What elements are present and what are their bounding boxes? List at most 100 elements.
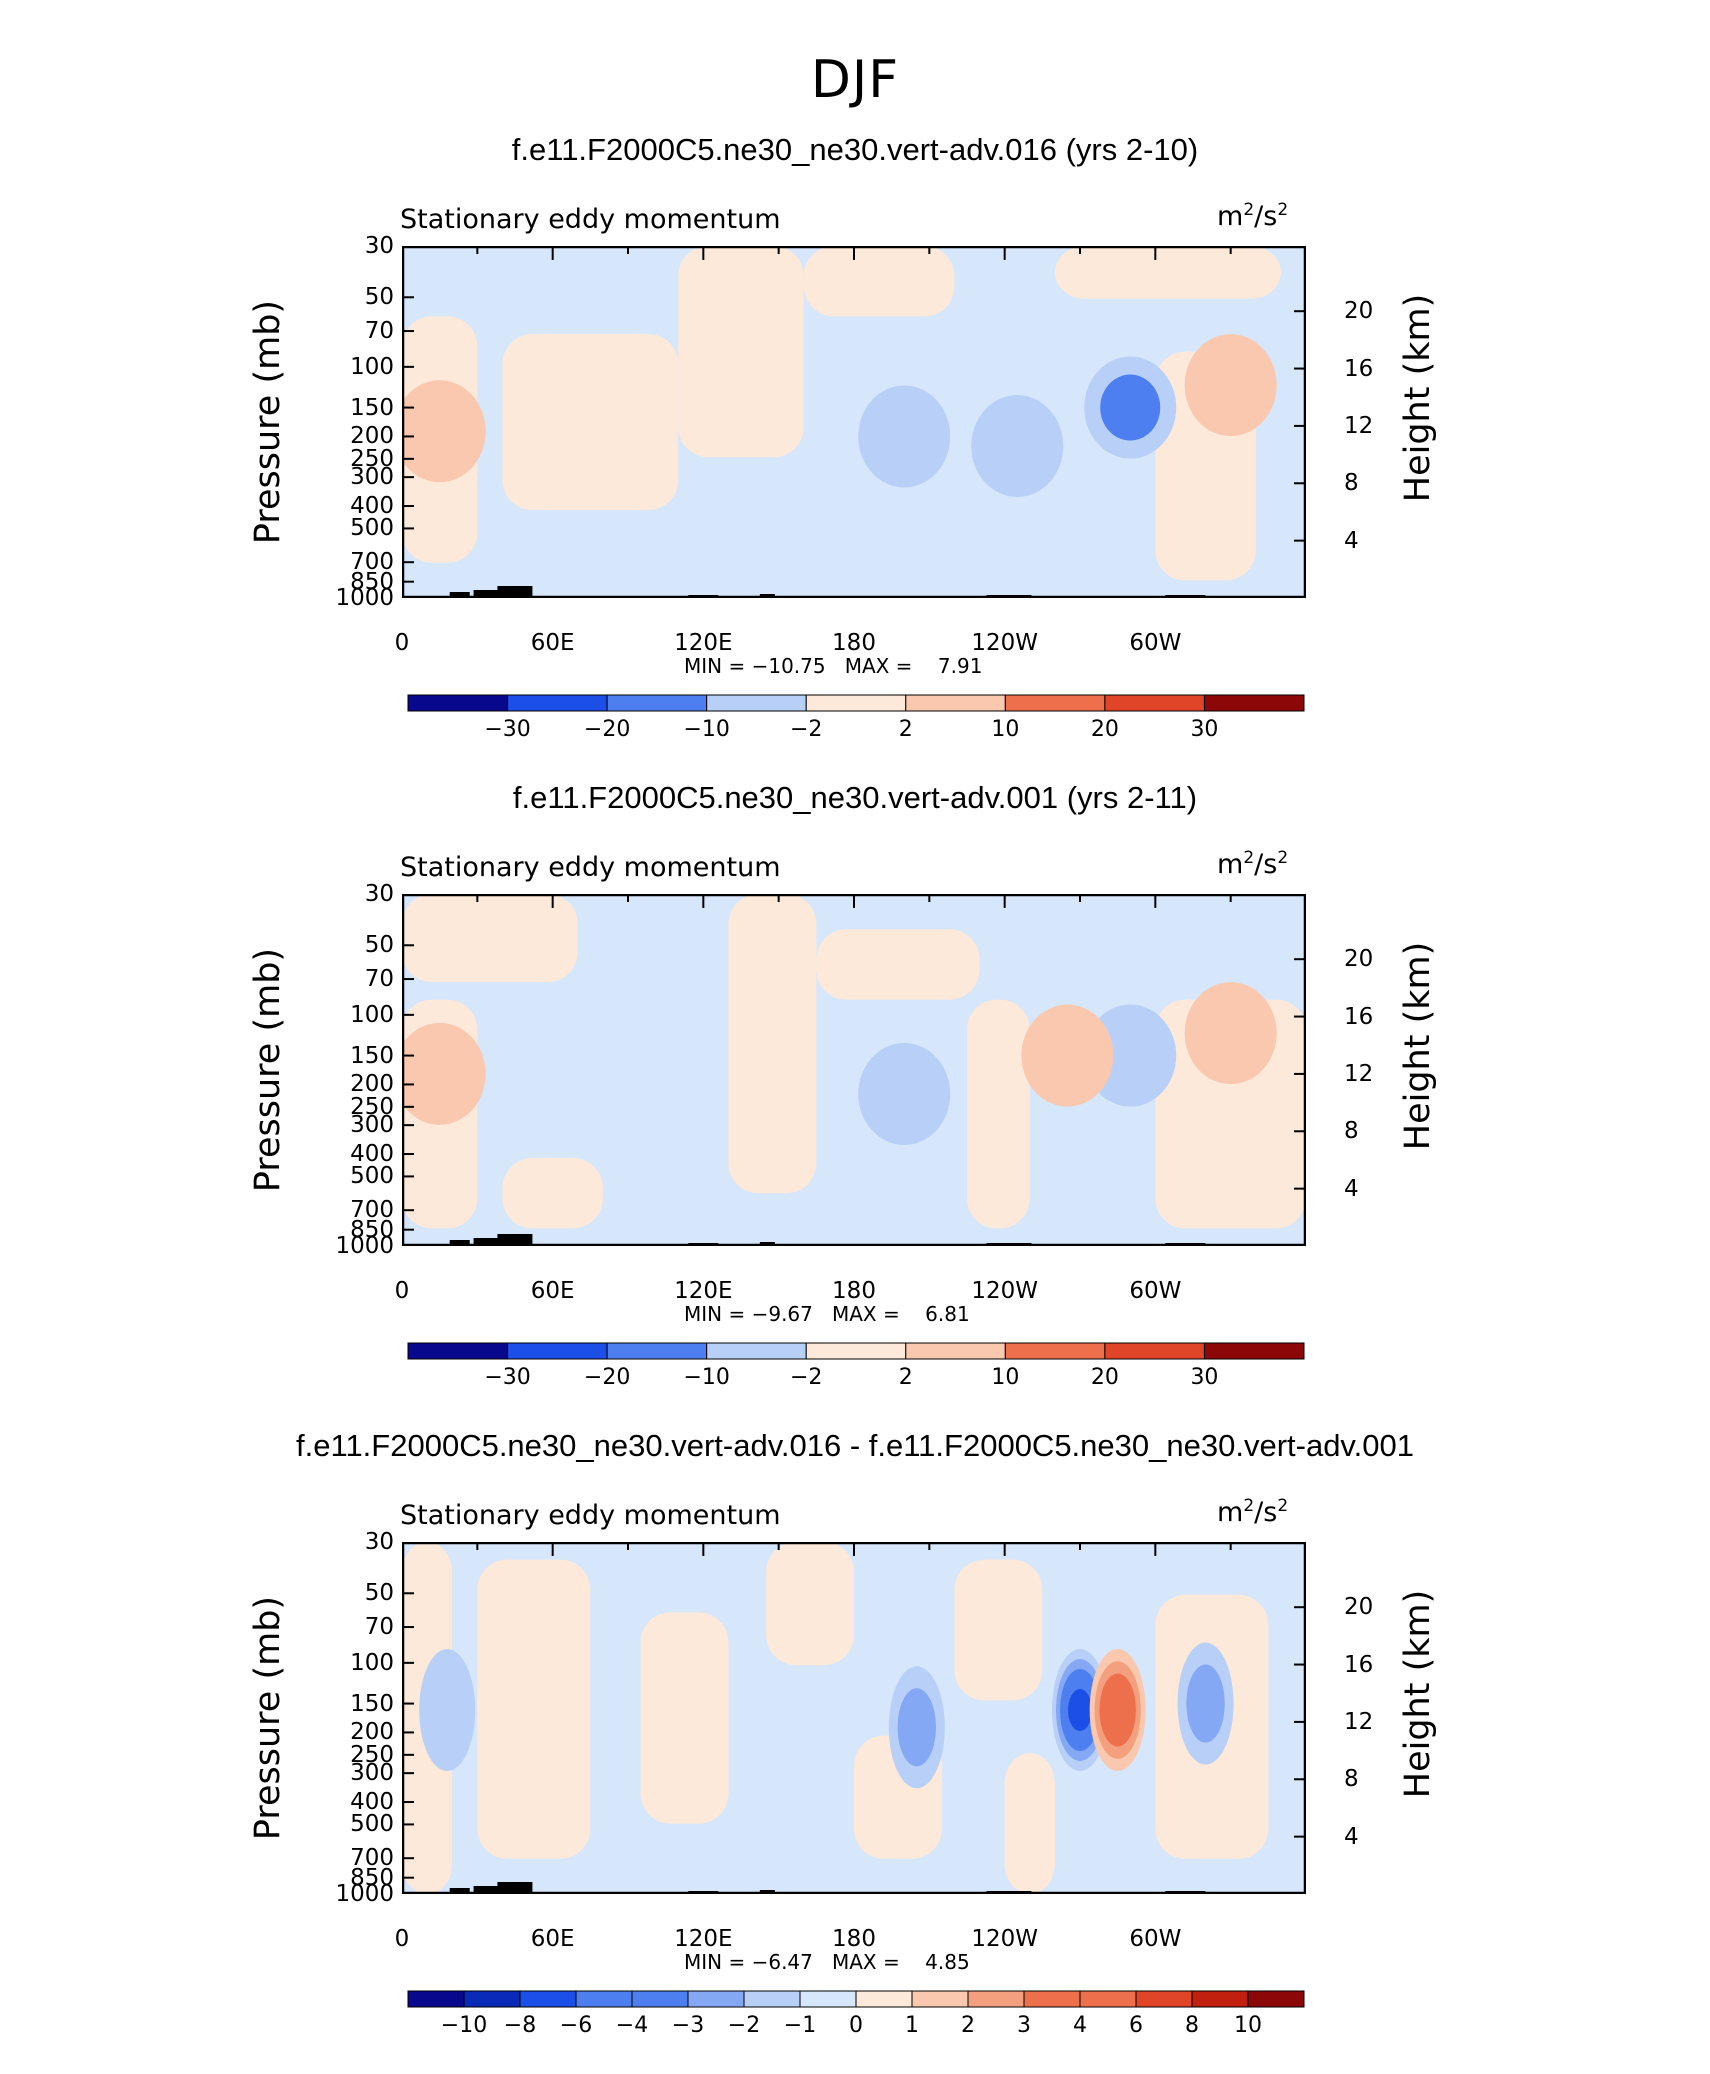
pressure-tick-label: 700	[350, 549, 394, 576]
height-tick-label: 12	[1344, 1708, 1374, 1735]
right-axis-title: Height (km)	[1398, 1589, 1438, 1799]
longitude-tick-label: 120W	[971, 630, 1038, 656]
colorbar-swatch	[905, 1342, 1006, 1360]
colorbar-swatch	[1191, 1990, 1249, 2008]
pressure-tick-label: 500	[350, 1811, 394, 1838]
pressure-tick-label: 50	[364, 1580, 394, 1607]
colorbar-swatch	[575, 1990, 633, 2008]
max-label: MAX =	[831, 1302, 900, 1326]
contour-band	[419, 1649, 476, 1772]
min-max-readout: MIN = −6.47 MAX = 4.85	[684, 1952, 970, 1972]
longitude-tick-label: 0	[394, 630, 410, 656]
contour-band	[1184, 334, 1277, 437]
units-exponent: 2	[1243, 1496, 1255, 1516]
colorbar-swatch	[905, 694, 1006, 712]
topography-block	[449, 1240, 470, 1246]
height-tick-label: 16	[1344, 1003, 1374, 1030]
positive-anomaly	[402, 380, 486, 483]
pressure-tick-label: 850	[350, 1216, 394, 1243]
colorbar-swatch	[1104, 694, 1205, 712]
colorbar-label: 4	[1073, 2013, 1087, 2038]
negative-anomaly	[888, 1666, 945, 1789]
y-axis-title: Pressure (mb)	[248, 1595, 288, 1841]
pressure-tick-label: 250	[350, 1093, 394, 1120]
max-label: MAX =	[831, 1950, 900, 1974]
topography-block	[449, 1888, 470, 1894]
field-patch	[640, 1612, 729, 1824]
colorbar-label: −2	[790, 1365, 823, 1390]
contour-band	[897, 1688, 936, 1767]
pressure-tick-label: 50	[364, 932, 394, 959]
contour-band	[1021, 1004, 1114, 1107]
longitude-tick-label: 120E	[674, 630, 733, 656]
field-patch	[766, 1542, 854, 1666]
field-patch	[477, 1559, 591, 1859]
field-patch	[678, 246, 804, 458]
contour-plot	[402, 1542, 1306, 1894]
colorbar-swatch	[805, 1342, 907, 1360]
longitude-tick-label: 180	[832, 630, 876, 656]
pressure-tick-label: 850	[350, 1864, 394, 1891]
colorbar-swatch	[1104, 1342, 1205, 1360]
colorbar-swatch	[1004, 694, 1106, 712]
pressure-tick-label: 30	[364, 881, 394, 907]
pressure-tick-label: 700	[350, 1845, 394, 1872]
colorbar-swatch	[606, 1342, 708, 1360]
spacer	[900, 1950, 925, 1974]
colorbar-label: 2	[898, 717, 913, 742]
pressure-tick-label: 700	[350, 1197, 394, 1224]
min-max-readout: MIN = −9.67 MAX = 6.81	[684, 1304, 970, 1324]
field-patch	[577, 964, 729, 1141]
height-tick-label: 20	[1344, 298, 1374, 325]
min-label: MIN =	[684, 1302, 746, 1326]
height-tick-label: 16	[1344, 1651, 1374, 1678]
colorbar-swatch	[911, 1990, 969, 2008]
colorbar-swatch	[407, 1990, 465, 2008]
field-patch	[402, 246, 541, 317]
contour-band	[1186, 1664, 1225, 1743]
contour-band	[858, 385, 951, 488]
colorbar-label: 1	[905, 2013, 919, 2038]
colorbar-swatch	[519, 1990, 577, 2008]
positive-anomaly	[1089, 1649, 1146, 1772]
colorbar-label: 20	[1090, 717, 1119, 742]
colorbar-swatch	[1203, 1342, 1305, 1360]
colorbar-label: 3	[1017, 2013, 1031, 2038]
colorbar-swatch	[799, 1990, 857, 2008]
spacer	[826, 654, 845, 678]
longitude-tick-label: 120E	[674, 1278, 733, 1304]
colorbar-swatch	[463, 1990, 521, 2008]
positive-anomaly	[402, 1022, 486, 1125]
pressure-tick-label: 30	[364, 233, 394, 259]
colorbar-label: 8	[1185, 2013, 1199, 2038]
variable-label: Stationary eddy momentum	[400, 852, 781, 883]
colorbar-label: −2	[727, 2013, 761, 2038]
height-tick-label: 8	[1344, 1118, 1359, 1145]
units-exponent: 2	[1277, 1496, 1289, 1516]
colorbar-swatch	[606, 694, 708, 712]
height-tick-label: 8	[1344, 470, 1359, 497]
colorbar-swatch	[706, 694, 807, 712]
pressure-tick-label: 250	[350, 1741, 394, 1768]
pressure-tick-label: 400	[350, 1789, 394, 1816]
negative-anomaly	[858, 1043, 951, 1146]
height-tick-label: 8	[1344, 1766, 1359, 1793]
colorbar-label: 30	[1190, 717, 1219, 742]
variable-label: Stationary eddy momentum	[400, 204, 781, 235]
positive-anomaly	[1184, 982, 1277, 1085]
units-label: m2/s2	[1217, 200, 1288, 232]
colorbar-label: −10	[683, 1365, 730, 1390]
pressure-tick-label: 100	[350, 1649, 394, 1676]
colorbar-swatch	[507, 1342, 608, 1360]
field-patch	[552, 527, 641, 598]
min-label: MIN =	[684, 1950, 746, 1974]
max-value: 6.81	[925, 1302, 970, 1326]
field-patch	[1054, 246, 1281, 299]
colorbar-label: 30	[1190, 1365, 1219, 1390]
colorbar-label: 0	[849, 2013, 863, 2038]
colorbar-swatch	[631, 1990, 689, 2008]
units-label: m2/s2	[1217, 848, 1288, 880]
min-value: −6.47	[751, 1950, 813, 1974]
negative-anomaly	[1084, 356, 1177, 459]
colorbar-swatch	[1023, 1990, 1081, 2008]
